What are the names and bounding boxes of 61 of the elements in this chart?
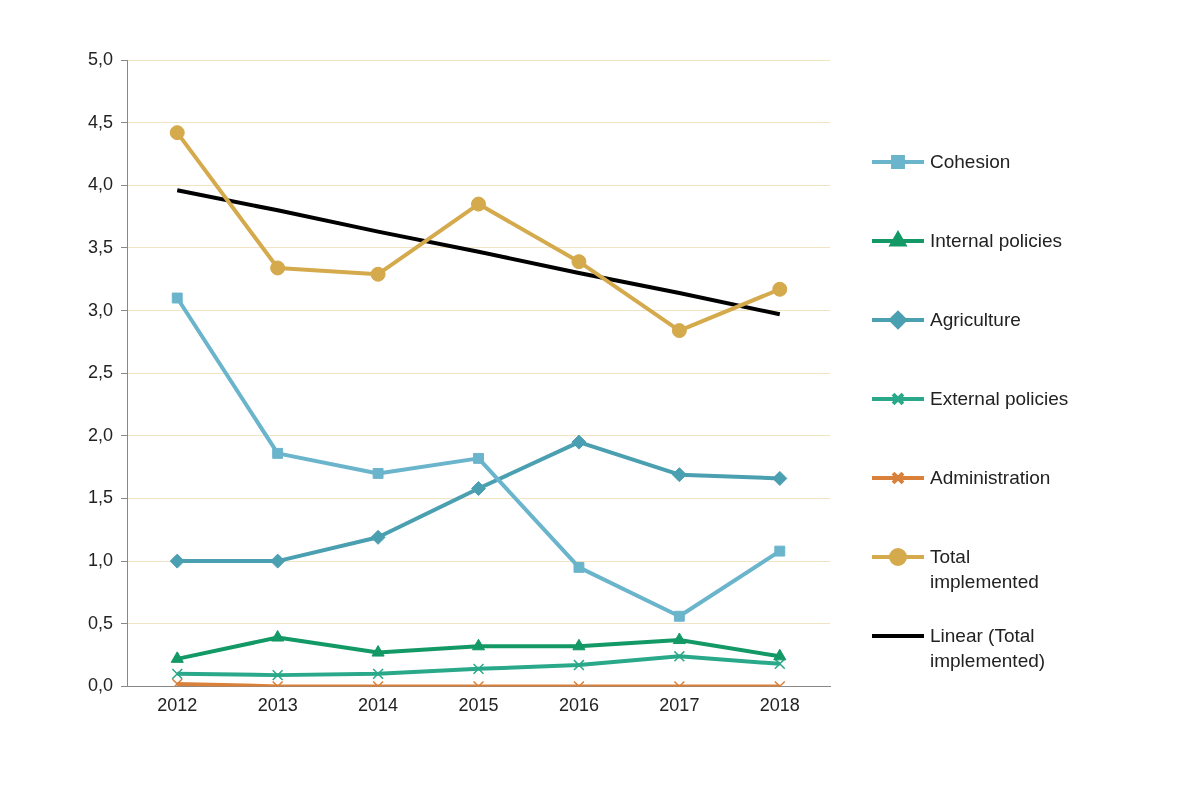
point <box>270 553 286 569</box>
y-tick-label: 2,5 <box>87 362 114 383</box>
point <box>671 323 687 339</box>
y-tick-label: 4,5 <box>87 111 114 132</box>
point <box>471 638 486 651</box>
point <box>270 260 286 276</box>
point <box>571 254 587 270</box>
point <box>774 545 786 557</box>
point <box>171 668 183 680</box>
point <box>572 638 586 651</box>
point <box>471 196 487 212</box>
point <box>473 452 484 464</box>
point <box>673 610 685 622</box>
y-tick-label: 5,0 <box>87 48 114 69</box>
point <box>672 632 686 645</box>
point <box>673 650 686 663</box>
y-tick-label: 1,0 <box>87 550 114 571</box>
y-tick-label: 0,5 <box>87 612 114 633</box>
legend-label: Total implemented <box>930 545 1040 594</box>
x-tick-label: 2018 <box>759 695 800 716</box>
point <box>371 645 385 657</box>
y-tick-label: 3,0 <box>87 299 114 320</box>
legend-label: Administration <box>930 466 1051 490</box>
point <box>370 266 386 282</box>
point <box>773 648 787 661</box>
y-tick-label: 0,0 <box>87 675 114 696</box>
point <box>471 480 487 496</box>
legend-label: Cohesion <box>930 150 1011 174</box>
point <box>472 663 485 675</box>
legend-label: Internal policies <box>930 229 1063 253</box>
point <box>170 651 184 663</box>
point <box>573 659 585 671</box>
x-tick-label: 2013 <box>257 695 298 716</box>
y-tick-label: 3,5 <box>87 236 114 257</box>
point <box>772 281 788 297</box>
legend-label: External policies <box>930 387 1069 411</box>
point <box>272 447 284 459</box>
point <box>171 292 183 304</box>
point <box>571 434 587 450</box>
x-tick-label: 2015 <box>458 695 499 716</box>
point <box>370 529 386 545</box>
y-tick-label: 4,0 <box>87 174 114 195</box>
legend-label: Linear (Total implemented) <box>930 624 1047 673</box>
point <box>171 678 183 687</box>
point <box>772 470 788 486</box>
x-tick-label: 2012 <box>157 695 198 716</box>
legend-label: Agriculture <box>930 308 1021 332</box>
x-tick-label: 2014 <box>358 695 399 716</box>
point <box>573 561 585 573</box>
point <box>372 668 384 680</box>
x-tick-label: 2017 <box>659 695 700 716</box>
x-tick-label: 2016 <box>558 695 599 716</box>
y-tick-label: 1,5 <box>87 487 114 508</box>
point <box>169 125 185 141</box>
point <box>271 630 285 642</box>
point <box>671 467 687 483</box>
point <box>271 669 284 681</box>
point <box>372 467 384 479</box>
y-tick-label: 2,0 <box>87 424 114 445</box>
point <box>774 658 786 670</box>
point <box>169 553 185 569</box>
